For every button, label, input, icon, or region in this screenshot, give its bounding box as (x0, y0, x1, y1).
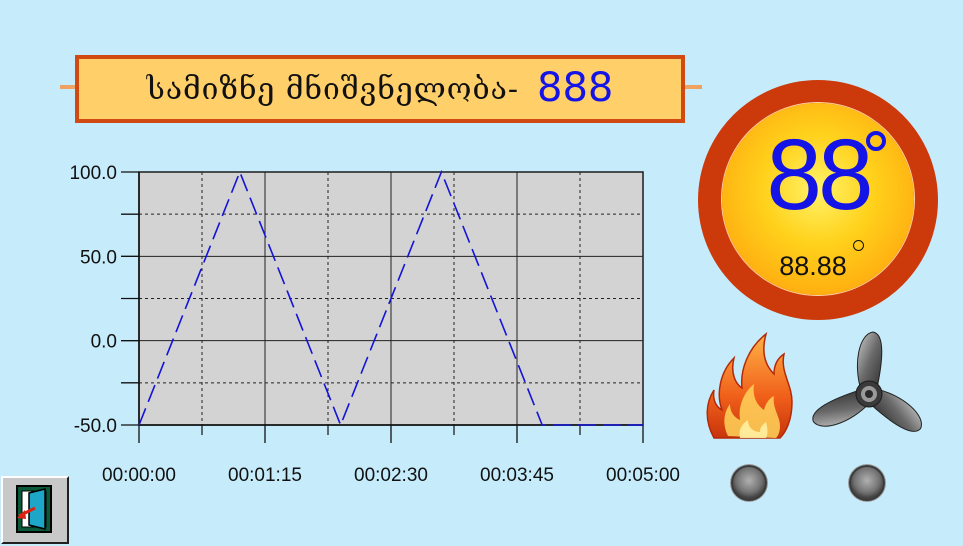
temperature-main-readout: 88 (766, 119, 873, 231)
exit-door-icon (16, 485, 52, 533)
temperature-precise-readout: 88.88 (779, 251, 847, 281)
degree-small-icon (853, 240, 864, 251)
target-value-label: სამიზნე მნიშვნელობა- (146, 71, 520, 107)
fire-icon (706, 332, 793, 439)
degree-icon (866, 131, 886, 151)
exit-button[interactable] (1, 476, 69, 544)
y-axis-labels: 100.0 50.0 0.0 -50.0 (69, 163, 117, 437)
y-tick-label: -50.0 (74, 416, 117, 437)
target-value-banner: სამიზნე მნიშვნელობა- 888 (75, 55, 685, 123)
target-value-readout: 888 (537, 65, 614, 111)
y-tick-label: 50.0 (80, 247, 117, 268)
x-tick-label: 00:02:30 (354, 465, 428, 486)
x-tick-label: 00:01:15 (228, 465, 302, 486)
y-tick-label: 0.0 (91, 332, 117, 353)
fan-icon (812, 331, 922, 432)
x-axis-labels: 00:00:00 00:01:15 00:02:30 00:03:45 00:05:00 (102, 465, 680, 486)
x-tick-label: 00:03:45 (480, 465, 554, 486)
y-tick-label: 100.0 (69, 163, 117, 184)
trend-chart: 100.0 50.0 0.0 -50.0 00:00:00 00:01:15 00:02:… (69, 163, 680, 486)
series-line (138, 169, 643, 428)
heater-status-lamp (731, 465, 767, 501)
x-tick-label: 00:00:00 (102, 465, 176, 486)
fan-status-lamp (849, 465, 885, 501)
x-tick-label: 00:05:00 (606, 465, 680, 486)
